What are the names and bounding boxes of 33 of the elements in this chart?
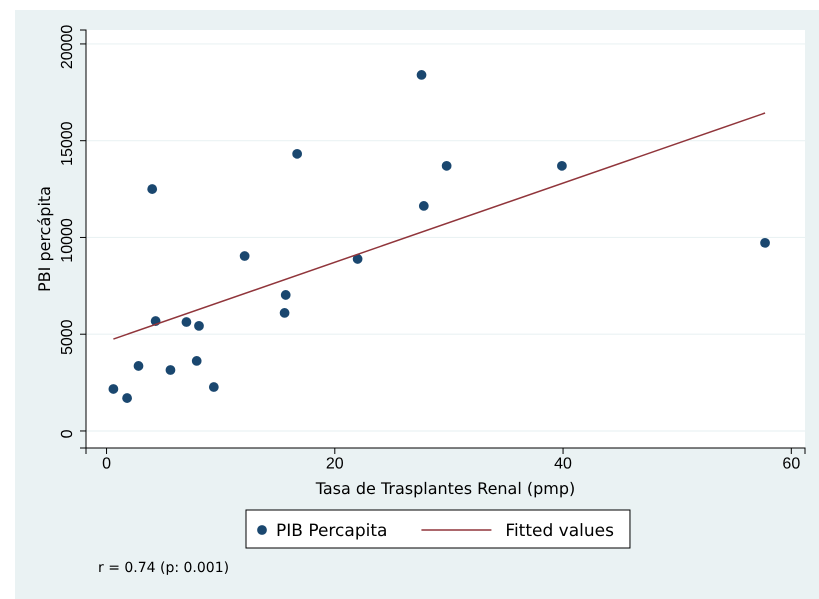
y-tick-label: 5000 bbox=[59, 319, 76, 356]
point bbox=[166, 365, 176, 375]
y-axis-title: PBI percápita bbox=[35, 186, 54, 292]
point bbox=[108, 384, 118, 394]
point bbox=[182, 317, 192, 327]
point bbox=[208, 382, 219, 392]
point bbox=[416, 70, 426, 80]
point bbox=[442, 160, 452, 171]
y-tick-label: 15000 bbox=[59, 121, 76, 166]
x-tick-label: 0 bbox=[102, 455, 112, 472]
y-tick-label: 20000 bbox=[59, 24, 76, 70]
point bbox=[240, 251, 250, 261]
x-axis-title: Tasa de Trasplantes Renal (pmp) bbox=[314, 479, 576, 498]
legend-label: PIB Percapita bbox=[276, 521, 388, 541]
text: r = 0.74 (p: 0.001) bbox=[98, 560, 230, 576]
point bbox=[557, 160, 567, 171]
point bbox=[147, 184, 158, 194]
x-tick-label: 20 bbox=[326, 455, 344, 472]
point bbox=[134, 361, 144, 371]
point bbox=[194, 321, 204, 331]
x-tick-label: 60 bbox=[782, 455, 800, 472]
y-tick-label: 10000 bbox=[59, 218, 76, 263]
point bbox=[122, 393, 132, 403]
point bbox=[280, 290, 291, 300]
point bbox=[292, 148, 302, 159]
point bbox=[192, 356, 202, 366]
point bbox=[760, 238, 770, 248]
point bbox=[280, 308, 290, 318]
legend-label: Fitted values bbox=[505, 521, 614, 541]
point bbox=[418, 201, 429, 211]
x-tick-label: 40 bbox=[554, 455, 572, 472]
y-tick-label: 0 bbox=[59, 429, 76, 438]
point bbox=[352, 254, 363, 264]
